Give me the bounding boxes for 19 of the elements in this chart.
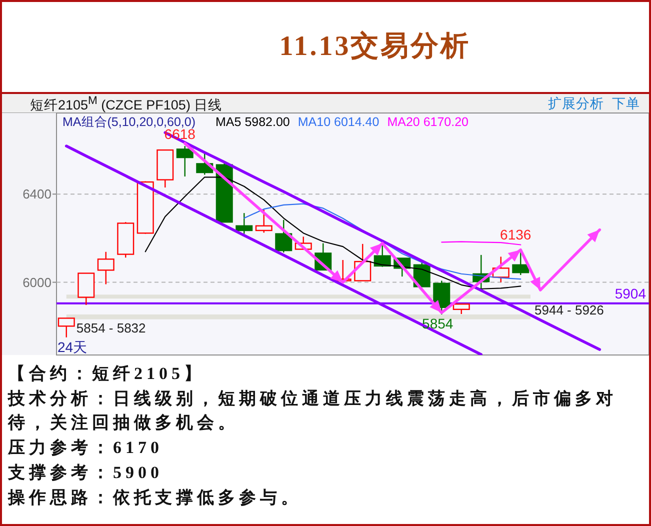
text: 【合约：短纤2105】 <box>8 363 206 385</box>
annotation: 5854 <box>422 315 454 332</box>
ref-line-label: 5904 <box>614 285 646 302</box>
y-tick-label: 6400 <box>22 186 52 202</box>
y-tick-label: 6000 <box>22 274 52 290</box>
text: 技术分析：日线级别，短期破位通道压力线震荡走高，后市偏多对待，关注回抽做多机会。 <box>8 388 618 434</box>
chart-subtitle: 短纤2105$^{M}$ (CZCE PF105) 日线 <box>30 95 222 114</box>
text: 扩展分析 <box>548 95 604 113</box>
text: 压力参考：6170 <box>8 437 164 460</box>
text: MA20 6170.20 <box>387 115 469 129</box>
text: 操作思路：依托支撑低多参与。 <box>8 486 303 509</box>
band-label: 5854 - 5832 <box>76 320 146 336</box>
text: MA5 5982.00 <box>216 115 290 129</box>
text: MA10 6014.40 <box>298 115 380 129</box>
chart-title: 11.13交易分析 <box>278 30 472 64</box>
annotation: 24天 <box>58 339 88 355</box>
legend-title: MA组合(5,10,20,0,60,0) <box>62 115 196 129</box>
text: 支撑参考：5900 <box>8 462 164 484</box>
text: 下单 <box>612 95 640 113</box>
